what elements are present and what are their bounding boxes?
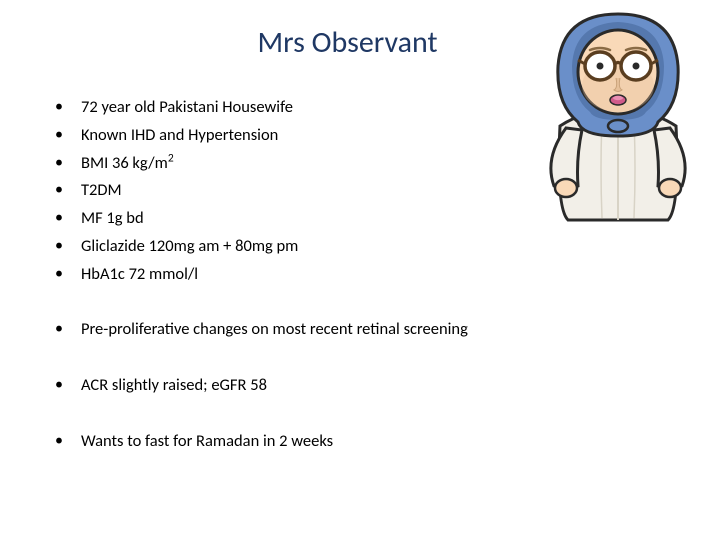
spacer (55, 401, 680, 429)
list-item: MF 1g bd (55, 206, 680, 231)
list-item: Wants to fast for Ramadan in 2 weeks (55, 429, 680, 454)
bullet-list: ACR slightly raised; eGFR 58 (55, 373, 680, 398)
list-item: Pre-proliferative changes on most recent… (55, 317, 680, 342)
list-item: ACR slightly raised; eGFR 58 (55, 373, 680, 398)
list-item: HbA1c 72 mmol/l (55, 262, 680, 287)
bullet-list: Pre-proliferative changes on most recent… (55, 317, 680, 342)
spacer (55, 289, 680, 317)
list-item: BMI 36 kg/m2 (55, 151, 680, 176)
spacer (55, 345, 680, 373)
list-item: Known IHD and Hypertension (55, 123, 680, 148)
bullet-list: 72 year old Pakistani Housewife Known IH… (55, 95, 680, 286)
list-item: T2DM (55, 178, 680, 203)
bullet-list: Wants to fast for Ramadan in 2 weeks (55, 429, 680, 454)
superscript: 2 (168, 151, 174, 165)
list-item: 72 year old Pakistani Housewife (55, 95, 680, 120)
slide: Mrs Observant (0, 0, 720, 540)
list-item: Gliclazide 120mg am + 80mg pm (55, 234, 680, 259)
list-text: BMI 36 kg/m (81, 153, 168, 173)
